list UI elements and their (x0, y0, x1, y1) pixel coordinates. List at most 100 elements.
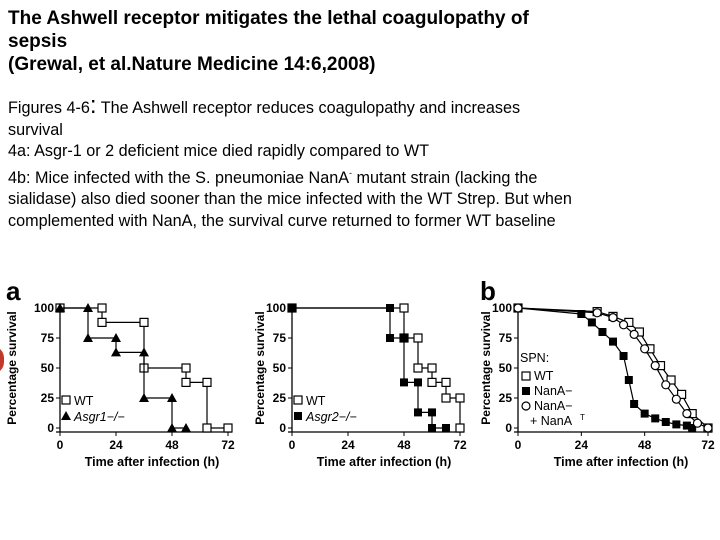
y-tick-label: 100 (34, 301, 54, 315)
figure-panels: a b 0 25 50 75 100 0 24 48 72 Percentage survival… (0, 276, 720, 486)
figures-label: Figures 4-6 (8, 99, 90, 117)
legend-wt-label: WT (306, 394, 326, 408)
data-point (288, 304, 296, 312)
data-point (682, 421, 691, 430)
data-point (688, 424, 697, 432)
data-point (399, 303, 409, 313)
series-line (292, 307, 446, 429)
data-point (181, 377, 191, 388)
x-axis-label: Time after infection (h) (317, 455, 452, 469)
y-axis-label: Percentage survival (479, 311, 493, 424)
data-point (619, 352, 628, 360)
figures-description: The Ashwell receptor reduces coagulopath… (96, 99, 521, 117)
legend-nana-comp-label-2: + NanA (530, 414, 573, 428)
x-tick-label: 72 (221, 438, 235, 452)
y-tick-label: 0 (279, 421, 286, 435)
slide-title: The Ashwell receptor mitigates the letha… (8, 7, 713, 76)
data-point (624, 376, 633, 384)
data-point (640, 344, 650, 354)
data-point (441, 377, 451, 388)
data-point (629, 329, 639, 340)
data-point (139, 347, 149, 357)
data-point (139, 393, 149, 402)
legend-asgr2-label: Asgr2−/− (305, 410, 357, 424)
y-tick-label: 50 (499, 361, 513, 375)
body-line-6: complemented with NanA, the survival cur… (8, 211, 556, 230)
legend-wt-label: WT (534, 369, 554, 383)
data-point (111, 333, 121, 342)
data-point (618, 320, 629, 330)
x-tick-label: 0 (57, 438, 64, 452)
data-point (513, 303, 523, 313)
x-tick-label: 48 (165, 438, 179, 452)
body-line-4: 4b: Mice infected with the S. pneumoniae… (8, 163, 713, 190)
y-tick-label: 75 (41, 331, 55, 345)
data-point (651, 414, 660, 423)
data-point (661, 380, 671, 390)
data-point (202, 423, 212, 433)
data-point (677, 389, 687, 400)
data-point (577, 310, 586, 318)
data-point (83, 303, 93, 312)
legend-asgr1-label: Asgr1−/− (73, 410, 125, 424)
legend-asgr2-marker (294, 412, 302, 420)
data-point (608, 312, 618, 323)
data-point (202, 377, 212, 388)
data-point (640, 409, 649, 418)
data-point (609, 337, 617, 346)
panel-a1-chart: 0 25 50 75 100 0 24 48 72 Percentage survival Time… (5, 301, 235, 469)
data-point (442, 424, 450, 432)
data-point (666, 375, 676, 385)
y-tick-label: 25 (41, 391, 55, 405)
body-line-4-start: 4b: Mice infected with the S. pneumoniae… (8, 168, 350, 187)
x-tick-label: 72 (453, 438, 467, 452)
x-axis-label: Time after infection (h) (85, 455, 220, 469)
data-point (414, 408, 422, 417)
figures-colon: : (89, 92, 97, 119)
data-point (682, 409, 692, 419)
data-point (661, 418, 670, 426)
body-line-2: survival (8, 120, 63, 139)
data-point (587, 318, 596, 327)
data-point (167, 393, 177, 402)
data-point (400, 334, 408, 342)
data-point (414, 378, 422, 387)
data-point (97, 303, 107, 313)
data-point (386, 334, 394, 342)
x-tick-label: 0 (515, 438, 522, 452)
data-point (427, 377, 437, 388)
data-point (181, 423, 191, 432)
legend-nana-minus-marker (522, 387, 530, 395)
legend-wt-marker (293, 395, 303, 405)
slide-body-text: Figures 4-6: The Ashwell receptor reduce… (8, 94, 713, 232)
data-point (427, 363, 437, 373)
y-tick-label: 50 (273, 361, 287, 375)
y-axis-label: Percentage survival (5, 311, 19, 424)
y-axis-label: Percentage survival (253, 311, 267, 424)
legend-spn-label: SPN: (520, 351, 549, 365)
series-2 (513, 303, 713, 433)
y-tick-label: 75 (499, 331, 513, 345)
data-point (428, 424, 436, 432)
data-point (413, 333, 423, 343)
data-point (400, 378, 408, 387)
body-line-1: Figures 4-6: The Ashwell receptor reduce… (8, 94, 713, 120)
x-tick-label: 24 (575, 438, 589, 452)
legend-nana-minus-label: NanA− (534, 384, 573, 398)
title-line-1: The Ashwell receptor mitigates the letha… (8, 8, 529, 29)
x-tick-label: 24 (109, 438, 123, 452)
data-point (598, 328, 607, 336)
series-1 (288, 304, 450, 432)
panel-a2-chart: 0 25 50 75 100 0 24 48 72 Percentage survival Time… (253, 301, 467, 469)
legend: WT Asgr1−/− (61, 394, 125, 424)
legend-nana-comp-marker (521, 401, 531, 411)
y-tick-label: 0 (505, 421, 512, 435)
survival-figure: a b 0 25 50 75 100 0 24 48 72 Percentage survival… (5, 276, 715, 469)
x-axis-label: Time after infection (h) (554, 455, 689, 469)
data-point (592, 308, 602, 318)
data-point (111, 347, 121, 357)
panel-b-letter: b (480, 276, 496, 306)
legend-wt-marker (521, 371, 531, 381)
legend: WT Asgr2−/− (293, 394, 357, 424)
